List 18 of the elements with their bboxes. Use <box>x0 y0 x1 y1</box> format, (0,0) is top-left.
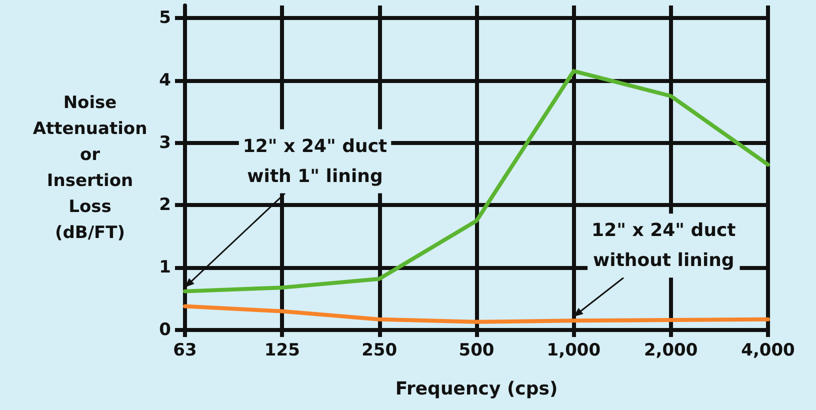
annotation: 12" x 24" duct without lining <box>592 220 736 272</box>
y-tick-label: 3 <box>159 132 171 153</box>
y-tick-label: 5 <box>159 8 171 28</box>
y-tick-label: 0 <box>159 320 172 340</box>
y-tick-label: 4 <box>159 70 172 90</box>
x-tick-label: 250 <box>362 340 398 360</box>
y-tick-label: 1 <box>159 258 171 278</box>
x-tick-label: 2,000 <box>644 340 698 360</box>
y-tick-label: 2 <box>159 195 171 216</box>
x-axis-title: Frequency (cps) <box>395 378 558 400</box>
x-tick-label: 63 <box>173 340 197 360</box>
y-axis-title: Noise Attenuation or Insertion Loss (dB/FT) <box>32 92 148 243</box>
annotation: 12" x 24" duct with 1" lining <box>242 136 388 187</box>
x-tick-label: 125 <box>264 340 300 360</box>
x-tick-label: 1,000 <box>546 340 601 360</box>
x-tick-label: 4,000 <box>741 340 796 360</box>
line-series <box>183 304 770 324</box>
x-tick-label: 500 <box>458 340 494 360</box>
